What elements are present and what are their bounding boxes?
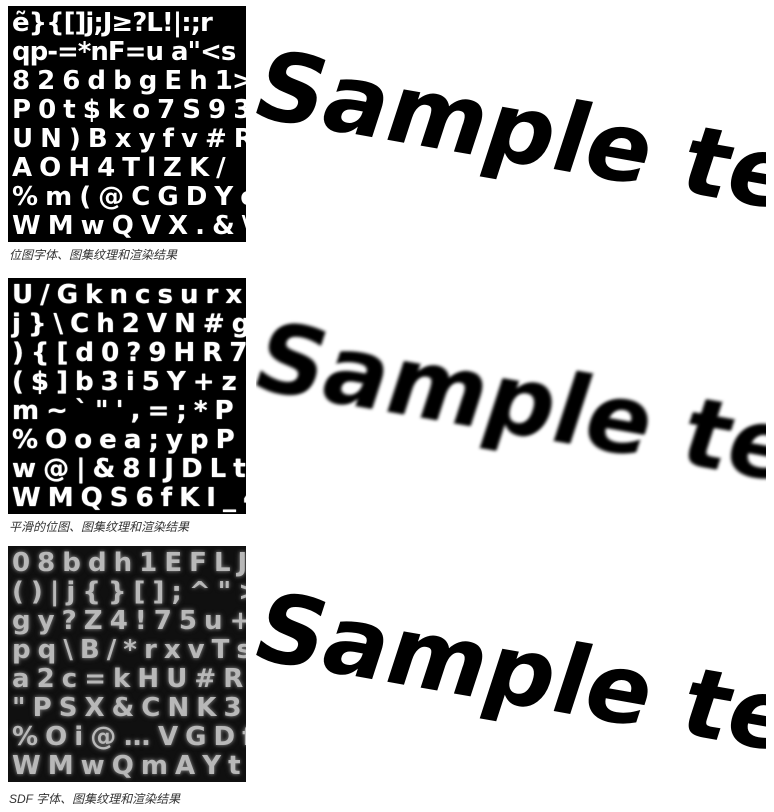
atlas-row: ) { [ d 0 ? 9 H R 7 E q bbox=[12, 338, 246, 368]
panel-bitmap: ẽ}{[]j;J≥?L!|:;r qp-=*nF=u a"<s 8 2 6 d … bbox=[0, 0, 774, 270]
atlas-row: 8 2 6 d b g E h 1> i bbox=[12, 66, 246, 96]
atlas-row: " P S X & C N K 3 bbox=[12, 693, 242, 723]
atlas-row: % O i @ ... V G D f bbox=[12, 722, 246, 752]
atlas-row: ( $ ] b 3 i 5 Y + z : > v bbox=[12, 367, 246, 397]
atlas-row: ( ) | j { } [ ] ; ^ " > z bbox=[12, 577, 246, 607]
sdf-render-result: Sample text. bbox=[256, 571, 766, 787]
atlas-row: w @ | & 8 I J D L t B bbox=[12, 454, 246, 484]
panel-sdf: 0 8 b d h 1 E F L J I : ( ) | j { } [ ] … bbox=[0, 542, 774, 812]
atlas-row: A O H 4 T l Z K / bbox=[12, 153, 226, 183]
atlas-row: a 2 c = k H U # R I $ bbox=[12, 664, 246, 694]
atlas-row: j } \ C h 2 V N # g F bbox=[12, 309, 246, 339]
atlas-row: W M w Q V X . & \ bbox=[12, 211, 246, 241]
sample-text-render: Sample text. bbox=[256, 571, 766, 787]
panel-caption: 位图字体、图集纹理和渲染结果 bbox=[9, 248, 178, 262]
atlas-row: g y ? Z 4 ! 7 5 u + o bbox=[12, 606, 246, 636]
smooth-bitmap-font-atlas-texture: U / G k n c s u r x â j } \ C h 2 V N # … bbox=[8, 278, 246, 514]
panel-caption: 平滑的位图、图集纹理和渲染结果 bbox=[9, 520, 190, 534]
atlas-row: qp-=*nF=u a"<s bbox=[12, 37, 236, 67]
atlas-row: W M w Q m A Y t bbox=[12, 751, 241, 781]
bitmap-render-result: Sample text. bbox=[256, 29, 766, 245]
atlas-row: W M Q S 6 f K I _ 4 bbox=[12, 483, 246, 513]
atlas-row: ẽ}{[]j;J≥?L!|:;r bbox=[12, 8, 213, 38]
sample-text-render: Sample text. bbox=[256, 301, 766, 517]
panel-caption: SDF 字体、图集纹理和渲染结果 bbox=[9, 792, 181, 806]
panel-smooth-bitmap: U / G k n c s u r x â j } \ C h 2 V N # … bbox=[0, 272, 774, 542]
atlas-row: U / G k n c s u r x â bbox=[12, 280, 246, 310]
atlas-row: P 0 t $ k o 7 S 9 3 l bbox=[12, 95, 246, 125]
sample-text-render: Sample text. bbox=[256, 29, 766, 245]
atlas-row: m ~ ` " ' , = ; * P bbox=[12, 396, 234, 426]
smooth-bitmap-render-result: Sample text. bbox=[256, 301, 766, 517]
sdf-font-atlas-texture: 0 8 b d h 1 E F L J I : ( ) | j { } [ ] … bbox=[8, 546, 246, 782]
atlas-row: U N ) B x y f v # R bbox=[12, 124, 246, 154]
atlas-row: % O o e a ; y p P bbox=[12, 425, 235, 455]
atlas-row: 0 8 b d h 1 E F L J I : bbox=[12, 548, 246, 578]
atlas-row: % m ( @ C G D Y c bbox=[12, 182, 246, 212]
atlas-row: p q \ B / * r x v T s 6 bbox=[12, 635, 246, 665]
bitmap-font-atlas-texture: ẽ}{[]j;J≥?L!|:;r qp-=*nF=u a"<s 8 2 6 d … bbox=[8, 6, 246, 242]
